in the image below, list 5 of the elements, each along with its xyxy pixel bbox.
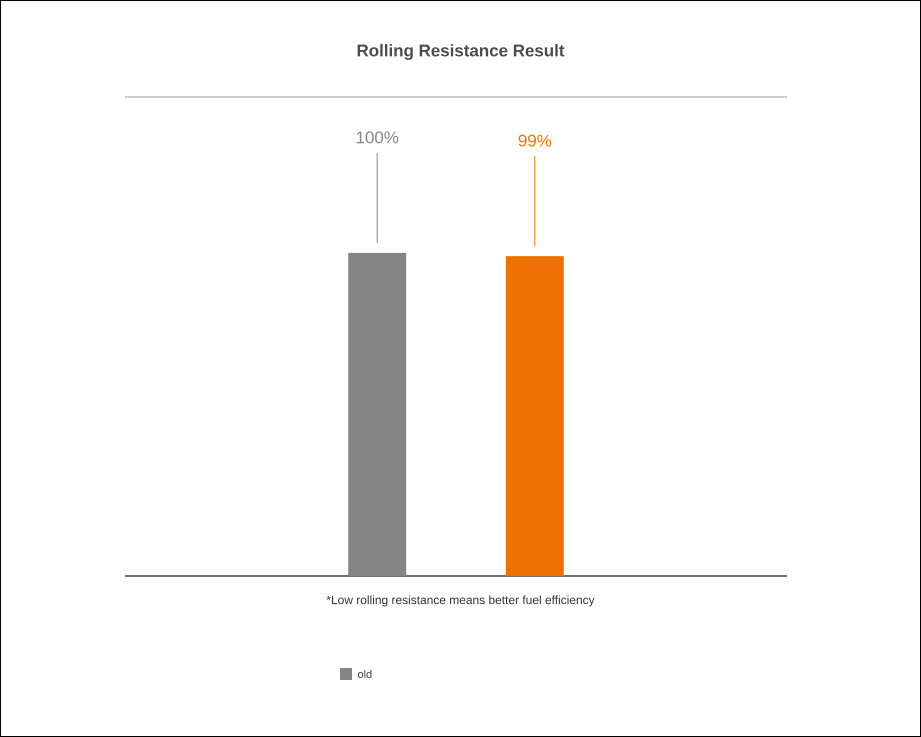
data-label: 100% — [356, 131, 398, 144]
text: *Low rolling resistance means better fuel efficiency — [326, 595, 595, 607]
data-label: 99% — [518, 134, 552, 147]
legend-label: old — [358, 670, 372, 678]
chart-title: Rolling Resistance Result — [358, 44, 564, 60]
